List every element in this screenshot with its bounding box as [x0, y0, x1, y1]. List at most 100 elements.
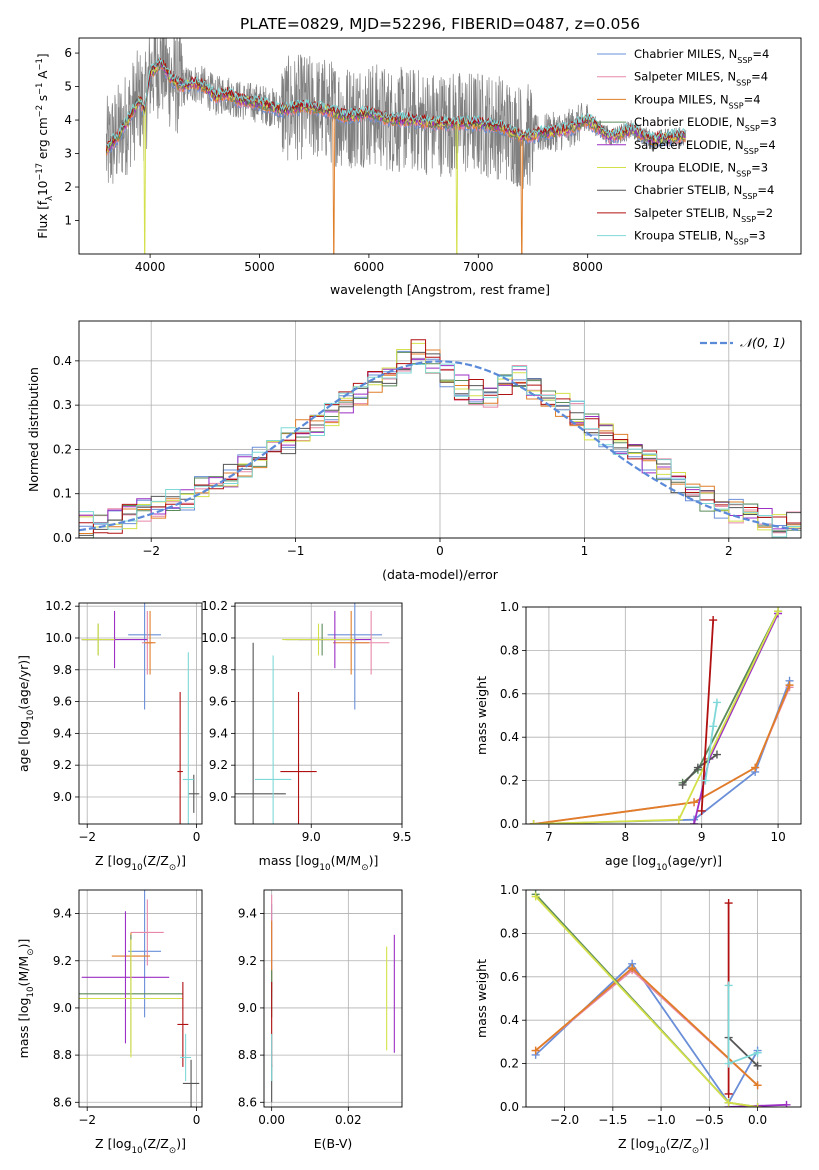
plot-area	[529, 607, 794, 824]
y-tick-label: 10.2	[201, 599, 228, 613]
x-tick-label: 8000	[572, 260, 603, 274]
series-marker	[724, 899, 733, 908]
y-tick-label: 1.0	[500, 600, 519, 614]
grid-lines	[526, 606, 801, 825]
series-line	[533, 610, 779, 824]
series-marker	[674, 815, 683, 824]
y-tick-label: 9.0	[238, 1001, 257, 1015]
series-line	[533, 686, 791, 824]
y-tick-label: 0.6	[500, 687, 519, 701]
figure-title: PLATE=0829, MJD=52296, FIBERID=0487, z=0…	[240, 15, 640, 33]
errorbar-chab_stelib	[188, 774, 200, 813]
legend-label-krou_miles: Kroupa MILES, NSSP=4	[634, 92, 761, 110]
y-tick-label: 0.3	[53, 398, 72, 412]
x-axis-label: Z [log10(Z/Z⊙)]	[95, 1136, 186, 1156]
legend-label-salp_stelib: Salpeter STELIB, NSSP=2	[634, 206, 773, 224]
x-tick-label: 0	[193, 1113, 201, 1127]
x-tick-label: 10	[770, 830, 785, 844]
series-line	[534, 895, 758, 1107]
x-tick-label: 2	[725, 544, 733, 558]
series-line	[535, 969, 759, 1086]
x-tick-label: −2	[78, 1113, 96, 1127]
y-axis-label: Normed distribution	[26, 367, 41, 492]
y-tick-label: 2	[64, 180, 72, 194]
series-krou_miles	[529, 681, 794, 824]
y-tick-label: 0.4	[500, 1013, 519, 1027]
y-tick-label: 9.4	[238, 907, 257, 921]
y-tick-label: 9.0	[53, 790, 72, 804]
grid-lines	[79, 890, 202, 1107]
series-marker	[531, 1046, 540, 1055]
series-marker	[531, 892, 540, 901]
x-tick-label: 0.02	[335, 1113, 362, 1127]
panel-age_vs_Z: −2 0 9.0 9.2 9.4 9.6 9.8 10.0 10.2 Z [log10(Z/Z⊙)…	[16, 599, 203, 873]
legend-label-chab_miles: Chabrier MILES, NSSP=4	[634, 47, 769, 65]
axes-frame	[78, 602, 203, 825]
series-line	[533, 680, 791, 824]
x-axis-label: mass [log10(M/M⊙)]	[259, 853, 379, 873]
spectrum-legend: Chabrier MILES, NSSP=4 Salpeter MILES, NS…	[597, 47, 777, 246]
errorbar-chab_miles	[128, 603, 161, 710]
y-tick-label: 9.8	[53, 663, 72, 677]
y-tick-label: 0.1	[53, 487, 72, 501]
series-krou_elodie	[529, 607, 783, 824]
x-tick-label: −0.5	[695, 1113, 724, 1127]
y-tick-label: 9.6	[53, 695, 72, 709]
series-krou_stelib	[701, 698, 721, 785]
histogram-krou_stelib	[79, 363, 801, 538]
y-tick-label: 9.4	[209, 726, 228, 740]
y-tick-label: 9.2	[53, 954, 72, 968]
series-marker	[724, 1089, 733, 1098]
x-tick-label: −1.0	[647, 1113, 676, 1127]
axes-frame	[263, 889, 403, 1108]
x-axis-label: E(B-V)	[314, 1136, 353, 1151]
x-axis-label: (data-model)/error	[382, 567, 499, 582]
series-line	[682, 610, 779, 784]
errorbar-salp_stelib	[177, 981, 189, 1067]
series-krou_miles	[531, 964, 762, 1090]
x-tick-label: 9.0	[302, 830, 321, 844]
model-spectrum-krou_stelib	[106, 56, 686, 148]
y-tick-label: 8.8	[53, 1048, 72, 1062]
series-marker	[724, 1098, 733, 1107]
errorbar-salp_elodie	[81, 911, 170, 1044]
series-marker	[753, 1061, 762, 1070]
series-salp_miles	[531, 966, 762, 1090]
x-tick-label: 4000	[135, 260, 166, 274]
y-tick-label: 8.8	[238, 1048, 257, 1062]
y-tick-label: 9.2	[53, 758, 72, 772]
series-marker	[712, 750, 721, 759]
errorbar-krou_elodie	[81, 623, 115, 656]
series-krou_elodie	[531, 892, 762, 1107]
x-axis-label: Z [log10(Z/Z⊙)]	[618, 1136, 709, 1156]
x-tick-label: −2	[142, 544, 160, 558]
y-tick-label: 6	[64, 46, 72, 60]
series-marker	[628, 964, 637, 973]
y-tick-label: 9.2	[238, 954, 257, 968]
series-marker	[701, 776, 710, 785]
series-line	[533, 684, 791, 824]
series-marker	[709, 616, 718, 625]
y-tick-label: 9.2	[209, 758, 228, 772]
y-tick-label: 0.4	[53, 354, 72, 368]
y-tick-label: 3	[64, 147, 72, 161]
plot-area	[79, 339, 801, 538]
x-tick-label: 9	[698, 830, 706, 844]
y-axis-label: mass [log10(M/M⊙)]	[16, 939, 36, 1059]
normal-distribution-curve	[79, 360, 799, 532]
series-salp_elodie	[690, 609, 783, 824]
x-tick-label: −2	[78, 830, 96, 844]
series-line	[700, 619, 715, 812]
axes-frame	[234, 602, 403, 825]
x-tick-label: 0.00	[258, 1113, 285, 1127]
y-tick-label: 0.6	[500, 970, 519, 984]
x-tick-label: 7	[545, 830, 553, 844]
series-chab_elodie	[531, 890, 762, 1107]
x-tick-label: −1	[287, 544, 305, 558]
grid-lines	[79, 603, 202, 824]
errorbar-chab_miles	[327, 603, 383, 710]
y-tick-label: 8.6	[238, 1095, 257, 1109]
y-axis-label: mass weight	[474, 959, 489, 1038]
legend-label-normal: 𝒩(0, 1)	[740, 335, 786, 350]
